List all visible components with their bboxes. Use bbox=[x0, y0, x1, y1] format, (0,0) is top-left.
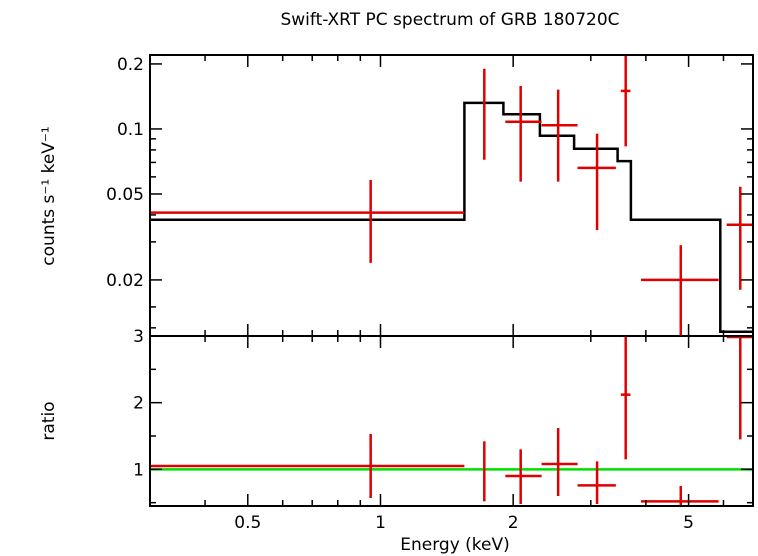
spectrum-point-6 bbox=[641, 245, 719, 336]
top-panel-frame bbox=[149, 54, 754, 337]
xtick-label-1: 1 bbox=[375, 513, 386, 533]
bottom-panel-frame bbox=[149, 335, 754, 507]
spectrum-point-7 bbox=[726, 186, 753, 290]
bottom-ytick-label-1: 2 bbox=[133, 394, 144, 414]
xtick-label-0: 0.5 bbox=[234, 513, 261, 533]
spectrum-point-4 bbox=[577, 133, 616, 231]
ratio-point-0 bbox=[150, 434, 465, 498]
chart-title: Swift-XRT PC spectrum of GRB 180720C bbox=[280, 10, 619, 30]
x-axis-label: Energy (keV) bbox=[400, 535, 510, 555]
top-ytick-label-3: 0.02 bbox=[106, 271, 144, 291]
ratio-point-6 bbox=[641, 486, 719, 506]
ratio-point-4 bbox=[577, 461, 616, 504]
ratio-point-3 bbox=[541, 428, 578, 496]
spectrum-point-3 bbox=[541, 89, 578, 182]
ratio-panel: 3 2 1 0.5 1 2 5 bbox=[133, 327, 754, 533]
top-axis-ticks: 0.2 0.1 0.05 0.02 bbox=[106, 55, 754, 336]
xtick-label-3: 5 bbox=[683, 513, 694, 533]
spectrum-point-5 bbox=[620, 55, 631, 147]
model-curve bbox=[150, 101, 753, 334]
spectrum-panel: 0.2 0.1 0.05 0.02 bbox=[106, 54, 754, 337]
spectrum-data bbox=[150, 55, 753, 336]
ratio-point-7 bbox=[726, 335, 753, 440]
bottom-ytick-label-0: 3 bbox=[133, 327, 144, 347]
ratio-point-2 bbox=[505, 449, 542, 504]
model-step-line bbox=[150, 101, 753, 334]
top-ytick-label-0: 0.2 bbox=[117, 55, 144, 75]
y-axis-label-ratio: ratio bbox=[39, 401, 59, 440]
xtick-label-2: 2 bbox=[508, 513, 519, 533]
top-ytick-label-1: 0.1 bbox=[117, 120, 144, 140]
spectrum-point-0 bbox=[150, 180, 465, 263]
ratio-point-5 bbox=[620, 337, 631, 460]
spectrum-point-2 bbox=[505, 86, 542, 182]
top-ytick-label-2: 0.05 bbox=[106, 185, 144, 205]
y-axis-label-counts: counts s⁻¹ keV⁻¹ bbox=[39, 126, 59, 265]
bottom-ytick-label-2: 1 bbox=[133, 460, 144, 480]
ratio-data bbox=[150, 335, 753, 506]
